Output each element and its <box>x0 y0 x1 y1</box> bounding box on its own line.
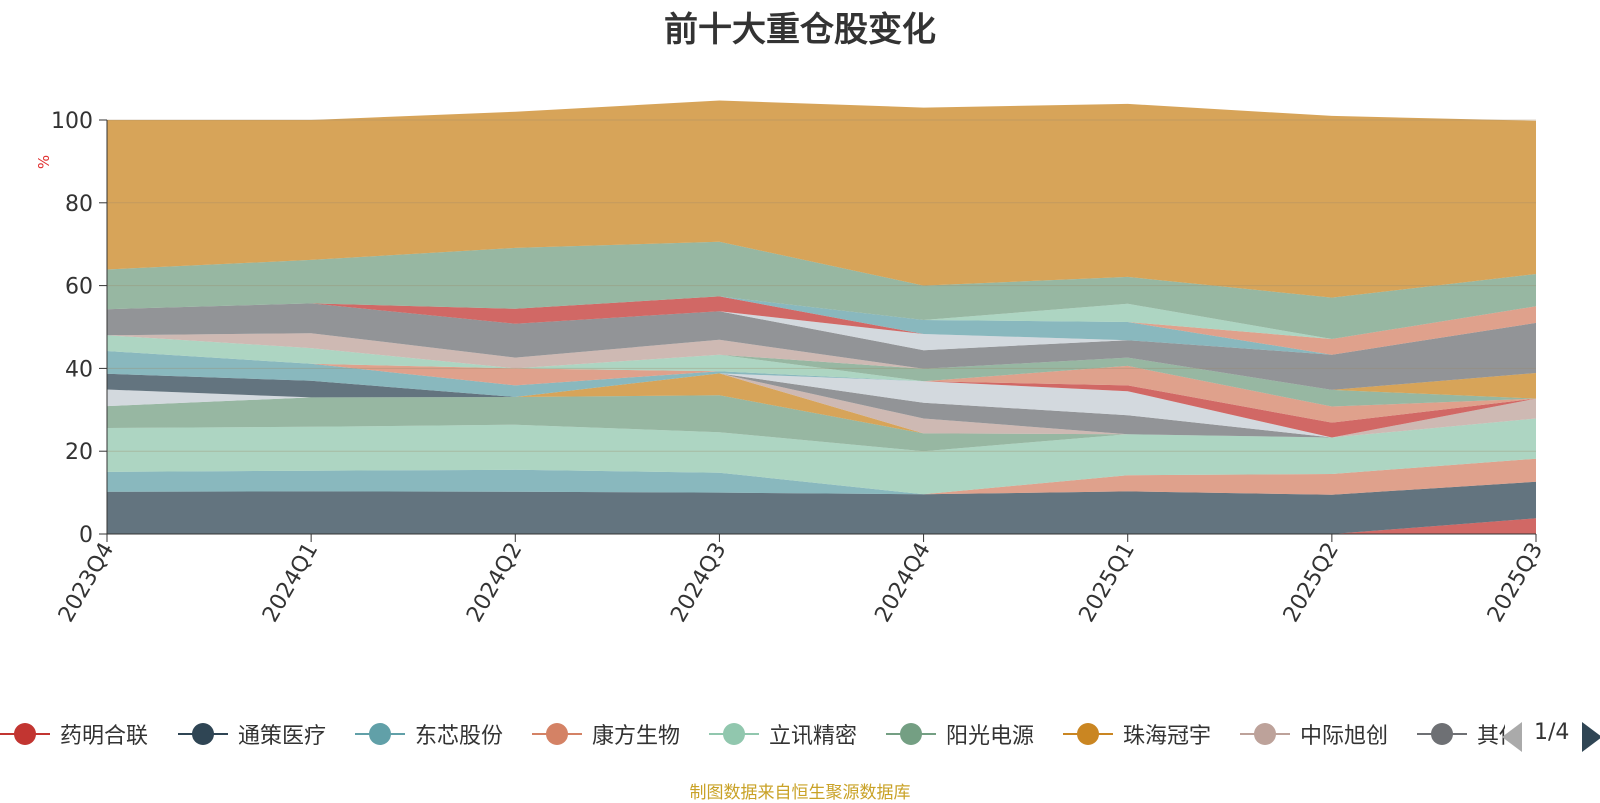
area-band-3 <box>107 469 1536 495</box>
area-band-15 <box>107 351 1536 423</box>
x-tick-label: 2024Q2 <box>462 539 527 627</box>
grid-lines <box>107 119 1536 452</box>
area-band-20 <box>107 303 1536 390</box>
data-source-note: 制图数据来自恒生聚源数据库 <box>689 783 911 803</box>
x-tick-label: 2024Q4 <box>870 539 935 627</box>
area-band-27 <box>107 100 1536 298</box>
area-band-8 <box>107 373 1536 438</box>
x-tick-label: 2024Q1 <box>258 539 323 627</box>
legend-item[interactable]: 中际旭创 <box>1240 716 1388 752</box>
legend-item[interactable]: 珠海冠宇 <box>1063 716 1211 752</box>
legend-label: 东芯股份 <box>415 724 504 749</box>
area-band-9 <box>107 373 1536 438</box>
legend-item[interactable]: 其他 <box>1417 716 1505 752</box>
x-tick-label: 2024Q3 <box>666 539 731 627</box>
legend-marker-icon <box>355 716 405 752</box>
legend-marker-icon <box>886 716 936 752</box>
legend-label: 立讯精密 <box>769 724 858 749</box>
x-tick-label: 2025Q3 <box>1483 539 1548 627</box>
area-band-4 <box>107 458 1536 495</box>
legend-page-indicator: 1/4 <box>1534 720 1570 745</box>
area-band-14 <box>107 351 1536 423</box>
x-tick-label: 2025Q2 <box>1279 539 1344 627</box>
legend-label: 珠海冠宇 <box>1123 724 1212 749</box>
legend-marker-icon <box>709 716 759 752</box>
area-band-6 <box>107 395 1536 452</box>
y-tick-label: 0 <box>79 523 93 548</box>
area-band-1 <box>107 518 1536 534</box>
area-bands <box>107 100 1536 534</box>
legend-item[interactable]: 康方生物 <box>532 716 680 752</box>
legend-next-icon[interactable] <box>1582 722 1600 752</box>
y-tick-label: 20 <box>65 440 93 465</box>
legend-label: 药明合联 <box>60 724 149 749</box>
area-band-16 <box>107 335 1536 407</box>
x-tick-label: 2023Q4 <box>54 539 119 627</box>
legend-item[interactable]: 立讯精密 <box>709 716 857 752</box>
legend: 药明合联 通策医疗 东芯股份 康方生物 立讯精密 阳光电源 珠海冠宇 中际旭创 其他 <box>0 716 1505 752</box>
y-tick-label: 100 <box>51 109 93 134</box>
legend-marker-icon <box>532 716 582 752</box>
area-band-18 <box>107 335 1536 399</box>
legend-label: 通策医疗 <box>238 724 327 749</box>
legend-item[interactable]: 东芯股份 <box>355 716 503 752</box>
area-band-17 <box>107 335 1536 407</box>
x-tick-label: 2025Q1 <box>1075 539 1140 627</box>
y-tick-label: 40 <box>65 357 93 382</box>
legend-marker-icon <box>178 716 228 752</box>
legend-label: 其他 <box>1477 724 1505 749</box>
legend-label: 中际旭创 <box>1300 724 1389 749</box>
area-band-5 <box>107 418 1536 495</box>
legend-item[interactable]: 通策医疗 <box>178 716 326 752</box>
legend-marker-icon <box>1240 716 1290 752</box>
area-band-7 <box>107 373 1536 438</box>
area-band-21 <box>107 303 1536 355</box>
area-band-2 <box>107 481 1536 534</box>
y-axis-label: % <box>35 155 53 169</box>
legend-marker-icon <box>0 716 50 752</box>
legend-label: 阳光电源 <box>946 724 1035 749</box>
y-tick-label: 60 <box>65 275 93 300</box>
legend-marker-icon <box>1417 716 1467 752</box>
area-band-22 <box>107 296 1536 355</box>
area-band-19 <box>107 333 1536 390</box>
area-band-23 <box>107 296 1536 355</box>
legend-pager: 1/4 <box>1500 716 1600 752</box>
legend-item[interactable]: 药明合联 <box>0 716 148 752</box>
area-band-11 <box>107 373 1536 438</box>
legend-item[interactable]: 阳光电源 <box>886 716 1034 752</box>
legend-prev-icon[interactable] <box>1502 722 1522 752</box>
legend-marker-icon <box>1063 716 1113 752</box>
area-band-26 <box>107 241 1536 339</box>
chart-title: 前十大重仓股变化 <box>664 10 936 50</box>
legend-label: 康方生物 <box>592 724 681 749</box>
y-tick-label: 80 <box>65 192 93 217</box>
